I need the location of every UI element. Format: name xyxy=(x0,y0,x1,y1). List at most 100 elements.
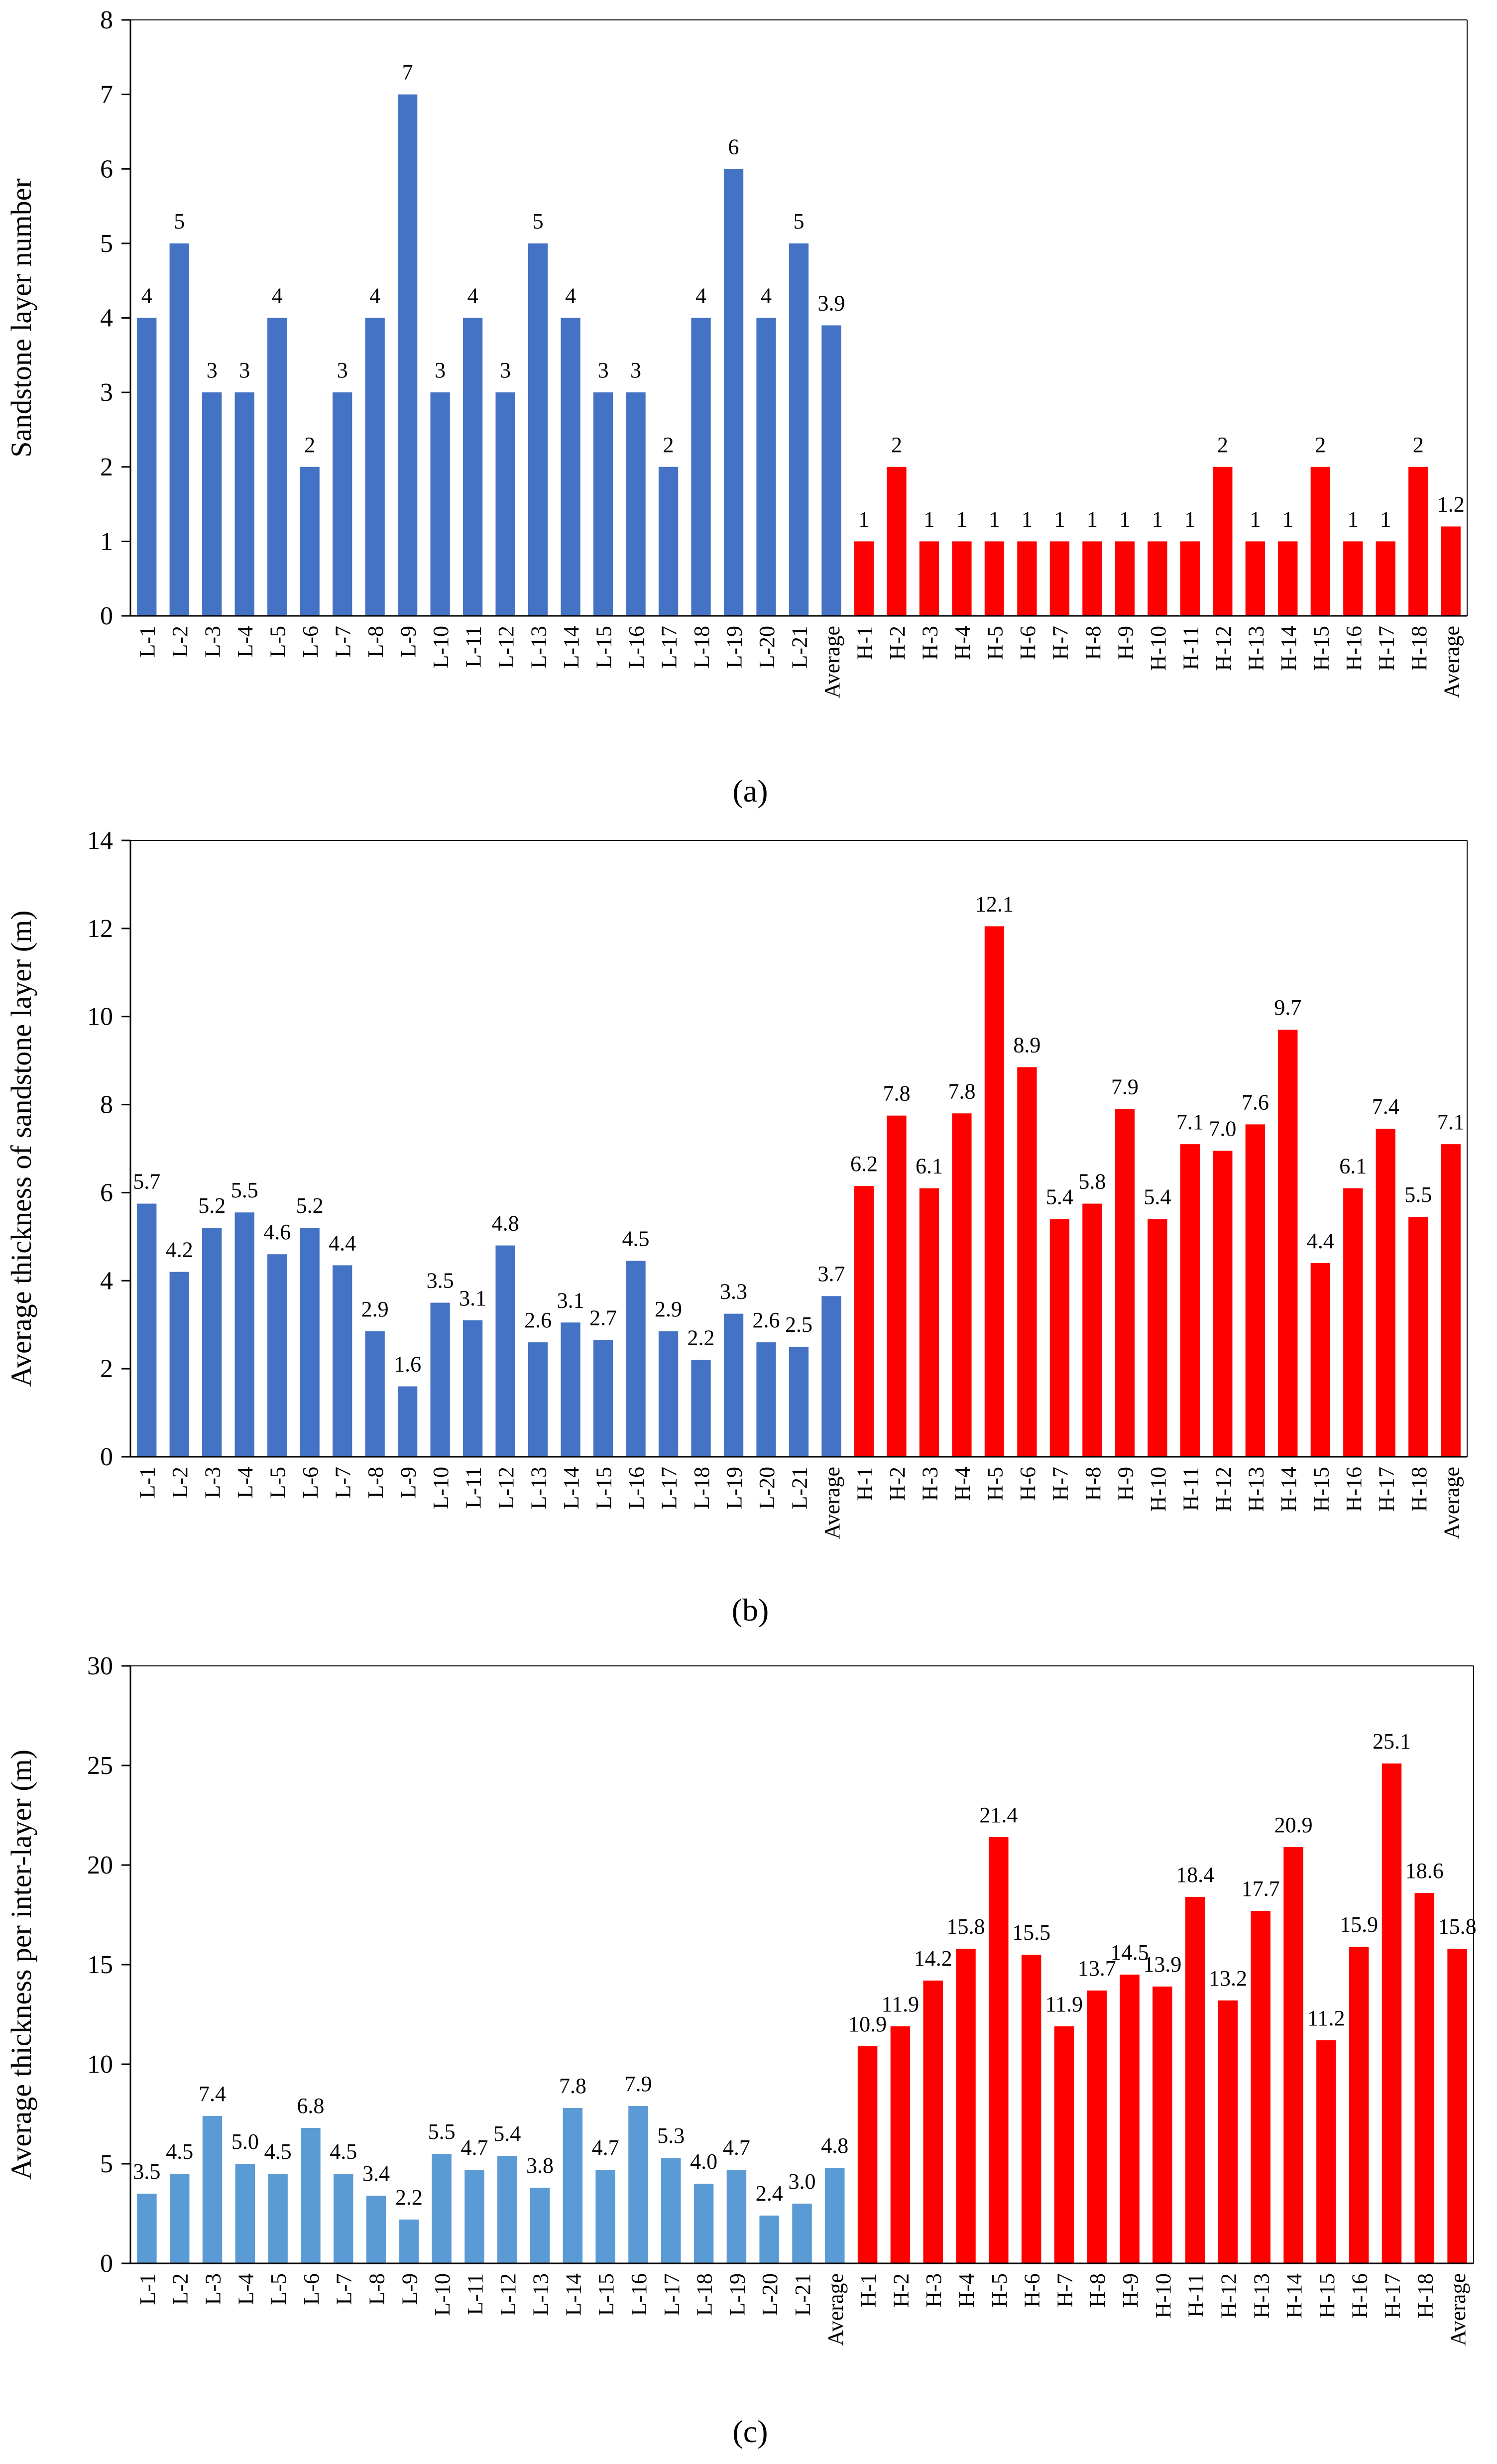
x-tick-label: H-3 xyxy=(918,626,942,660)
data-label: 4.5 xyxy=(166,2139,193,2164)
data-label: 3.3 xyxy=(720,1280,747,1304)
x-tick-label: H-3 xyxy=(921,2273,946,2307)
data-label: 4 xyxy=(761,284,772,308)
data-label: 4 xyxy=(467,284,478,308)
data-label: 4 xyxy=(565,284,576,308)
x-tick-label: H-5 xyxy=(983,626,1007,660)
bar-L-17 xyxy=(658,467,679,616)
bar-L-3 xyxy=(202,1228,222,1457)
data-label: 4 xyxy=(141,284,152,308)
bar-L-1 xyxy=(137,2194,157,2263)
bar-L-19 xyxy=(723,169,744,616)
x-tick-label: H-16 xyxy=(1348,2273,1372,2318)
data-label: 8.9 xyxy=(1013,1033,1040,1057)
x-tick-label: L-16 xyxy=(627,2273,651,2316)
data-label: 3 xyxy=(630,358,641,382)
y-tick-label: 25 xyxy=(87,1752,113,1780)
bar-H-9 xyxy=(1115,541,1135,616)
bar-L-5 xyxy=(267,318,287,616)
bar-L-6 xyxy=(301,2128,321,2263)
bar-L-20 xyxy=(759,2216,779,2263)
x-tick-label: H-17 xyxy=(1380,2273,1404,2318)
x-tick-label: L-21 xyxy=(788,626,812,669)
bar-L-19 xyxy=(726,2170,747,2263)
data-label: 3.1 xyxy=(557,1288,584,1312)
bar-H-12 xyxy=(1213,1151,1233,1457)
x-tick-label: L-10 xyxy=(429,1467,453,1510)
x-tick-label: Average xyxy=(1439,1467,1464,1539)
x-tick-label: H-1 xyxy=(852,1467,877,1501)
data-label: 3.4 xyxy=(362,2161,390,2186)
data-label: 3 xyxy=(239,358,250,382)
bar-L-3 xyxy=(202,2116,223,2263)
data-label: 11.2 xyxy=(1307,2006,1345,2030)
x-tick-label: L-1 xyxy=(135,2273,160,2305)
x-tick-label: L-15 xyxy=(594,2273,618,2316)
bar-L-14 xyxy=(561,318,580,616)
data-label: 2.2 xyxy=(688,1325,715,1350)
data-label: 2 xyxy=(1413,433,1424,457)
y-tick-label: 6 xyxy=(100,1178,113,1207)
y-tick-label: 8 xyxy=(100,1091,113,1119)
data-label: 4.4 xyxy=(1307,1229,1334,1253)
x-tick-label: L-18 xyxy=(692,2273,717,2316)
x-tick-label: H-13 xyxy=(1244,626,1268,671)
data-label: 1 xyxy=(956,507,967,531)
data-label: 4.8 xyxy=(492,1211,519,1236)
y-tick-label: 0 xyxy=(100,2249,113,2278)
bar-L-17 xyxy=(661,2158,681,2263)
y-tick-label: 2 xyxy=(100,453,113,481)
data-label: 9.7 xyxy=(1274,995,1301,1020)
x-tick-label: Average xyxy=(823,2273,848,2346)
y-tick-label: 3 xyxy=(100,378,113,407)
y-tick-label: 4 xyxy=(100,1267,113,1295)
x-tick-label: Average xyxy=(820,1467,844,1539)
bar-L-14 xyxy=(561,1322,580,1457)
x-tick-label: H-16 xyxy=(1342,626,1366,671)
data-label: 3.0 xyxy=(789,2169,816,2194)
data-label: 1 xyxy=(923,507,934,531)
bar-L-4 xyxy=(235,2164,255,2263)
x-tick-label: L-4 xyxy=(233,2273,258,2305)
x-tick-label: H-12 xyxy=(1211,1467,1236,1512)
bar-L-18 xyxy=(691,1360,711,1457)
data-label: 4.6 xyxy=(263,1220,291,1244)
data-label: 7.4 xyxy=(199,2082,226,2106)
bar-H-14 xyxy=(1278,1030,1298,1457)
bar-L-5 xyxy=(267,1254,287,1457)
bar-H-7 xyxy=(1049,541,1070,616)
data-label: 1 xyxy=(1250,507,1261,531)
data-label: 5 xyxy=(533,209,544,234)
data-label: 3.5 xyxy=(133,2159,160,2184)
bar-L-12 xyxy=(497,2156,517,2263)
x-tick-label: H-2 xyxy=(885,626,910,660)
data-label: 5 xyxy=(794,209,805,234)
x-tick-label: H-12 xyxy=(1216,2273,1241,2318)
bar-L-16 xyxy=(626,392,646,616)
y-tick-label: 20 xyxy=(87,1851,113,1879)
bar-H-11 xyxy=(1185,1897,1205,2263)
bar-L-16 xyxy=(626,1261,646,1457)
x-tick-label: H-3 xyxy=(918,1467,942,1501)
bar-L-11 xyxy=(462,1320,483,1457)
data-label: 4 xyxy=(369,284,380,308)
data-label: 2 xyxy=(891,433,902,457)
data-label: 6 xyxy=(728,134,739,159)
y-tick-label: 8 xyxy=(100,6,113,34)
bar-H-6 xyxy=(1021,1955,1041,2263)
x-tick-label: H-16 xyxy=(1342,1467,1366,1512)
bar-H-3 xyxy=(919,1188,939,1457)
x-tick-label: L-9 xyxy=(396,626,421,658)
data-label: 20.9 xyxy=(1274,1813,1313,1837)
data-label: 5.7 xyxy=(133,1170,160,1194)
data-label: 5.5 xyxy=(428,2119,456,2144)
bar-H-1 xyxy=(857,2046,878,2263)
x-tick-label: L-19 xyxy=(722,1467,747,1510)
x-tick-label: L-15 xyxy=(592,626,616,669)
x-tick-label: H-7 xyxy=(1052,2273,1077,2307)
data-label: 4.7 xyxy=(592,2135,619,2160)
x-tick-label: L-14 xyxy=(561,2273,585,2316)
x-tick-label: L-15 xyxy=(592,1467,616,1510)
data-label: 3 xyxy=(435,358,446,382)
bar-H-14 xyxy=(1278,541,1298,616)
